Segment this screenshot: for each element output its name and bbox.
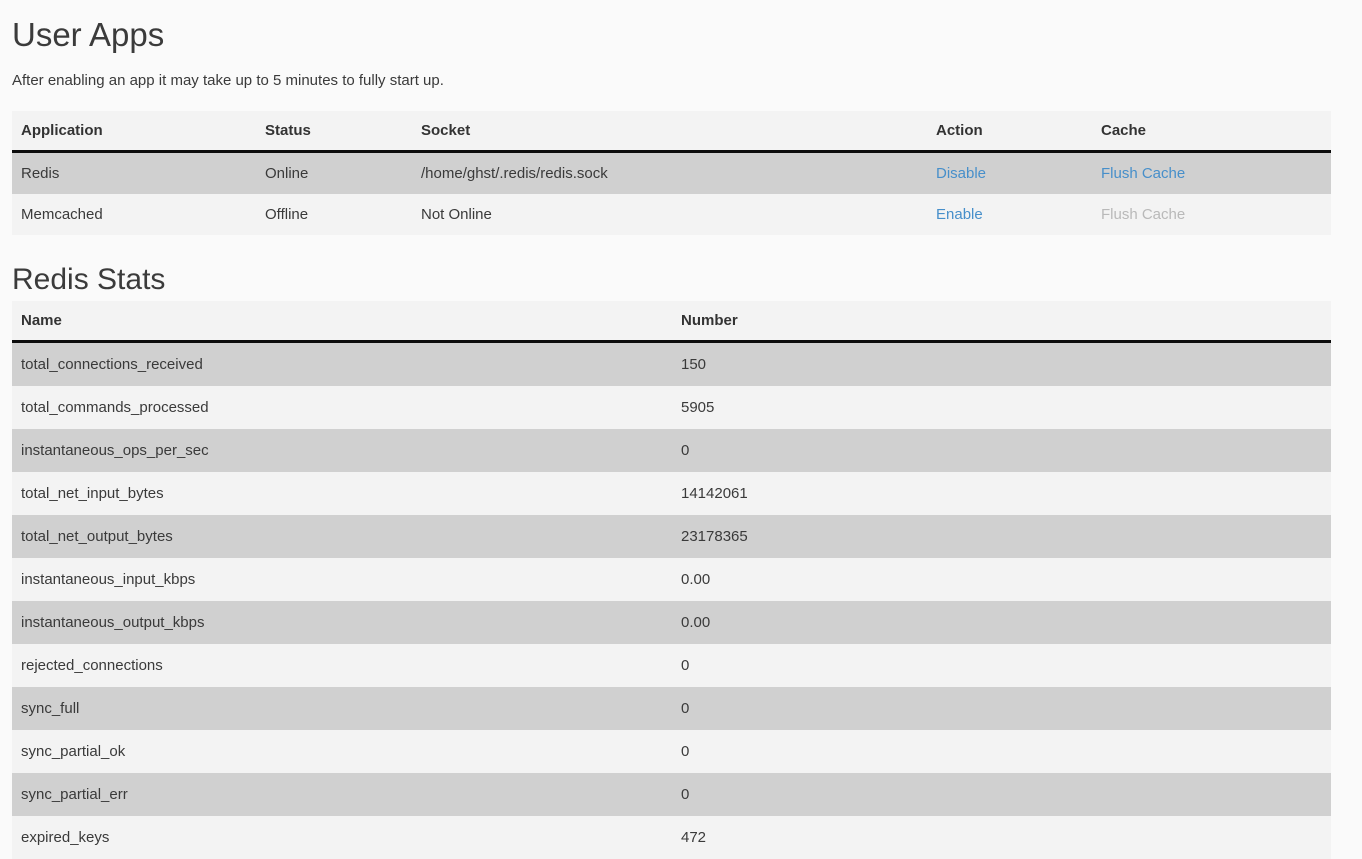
stat-name: sync_full [12,687,672,730]
flush-cache-memcached-disabled: Flush Cache [1101,206,1185,223]
stat-value: 0.00 [672,558,1331,601]
stat-value: 0.00 [672,601,1331,644]
stat-name: total_commands_processed [12,386,672,429]
stat-value: 5905 [672,386,1331,429]
stat-name: instantaneous_output_kbps [12,601,672,644]
stat-value: 0 [672,773,1331,816]
stat-value: 23178365 [672,515,1331,558]
app-name: Redis [12,152,256,195]
stat-value: 0 [672,730,1331,773]
stat-value: 150 [672,342,1331,387]
column-header-application: Application [12,111,256,152]
page-title: User Apps [12,13,1331,57]
stat-name: sync_partial_ok [12,730,672,773]
column-header-number: Number [672,301,1331,342]
stat-name: rejected_connections [12,644,672,687]
column-header-name: Name [12,301,672,342]
stat-name: instantaneous_ops_per_sec [12,429,672,472]
stat-value: 14142061 [672,472,1331,515]
enable-memcached-link[interactable]: Enable [936,206,983,223]
apps-table-header-row: Application Status Socket Action Cache [12,111,1331,152]
app-name: Memcached [12,194,256,235]
stat-value: 0 [672,644,1331,687]
column-header-status: Status [256,111,412,152]
user-apps-table: Application Status Socket Action Cache R… [12,111,1331,235]
column-header-socket: Socket [412,111,927,152]
stat-name: total_net_input_bytes [12,472,672,515]
page-container: User Apps After enabling an app it may t… [0,13,1362,859]
app-row-redis: Redis Online /home/ghst/.redis/redis.soc… [12,152,1331,195]
app-status: Offline [256,194,412,235]
redis-stats-title: Redis Stats [12,260,1331,300]
page-note: After enabling an app it may take up to … [12,71,1331,91]
flush-cache-redis-link[interactable]: Flush Cache [1101,165,1185,182]
stat-value: 0 [672,429,1331,472]
stat-name: total_connections_received [12,342,672,387]
stat-name: instantaneous_input_kbps [12,558,672,601]
app-status: Online [256,152,412,195]
stats-table-header-row: Name Number [12,301,1331,342]
app-socket: Not Online [412,194,927,235]
stat-name: total_net_output_bytes [12,515,672,558]
column-header-cache: Cache [1092,111,1331,152]
disable-redis-link[interactable]: Disable [936,165,986,182]
stat-name: sync_partial_err [12,773,672,816]
stat-value: 0 [672,687,1331,730]
column-header-action: Action [927,111,1092,152]
app-row-memcached: Memcached Offline Not Online Enable Flus… [12,194,1331,235]
app-socket: /home/ghst/.redis/redis.sock [412,152,927,195]
